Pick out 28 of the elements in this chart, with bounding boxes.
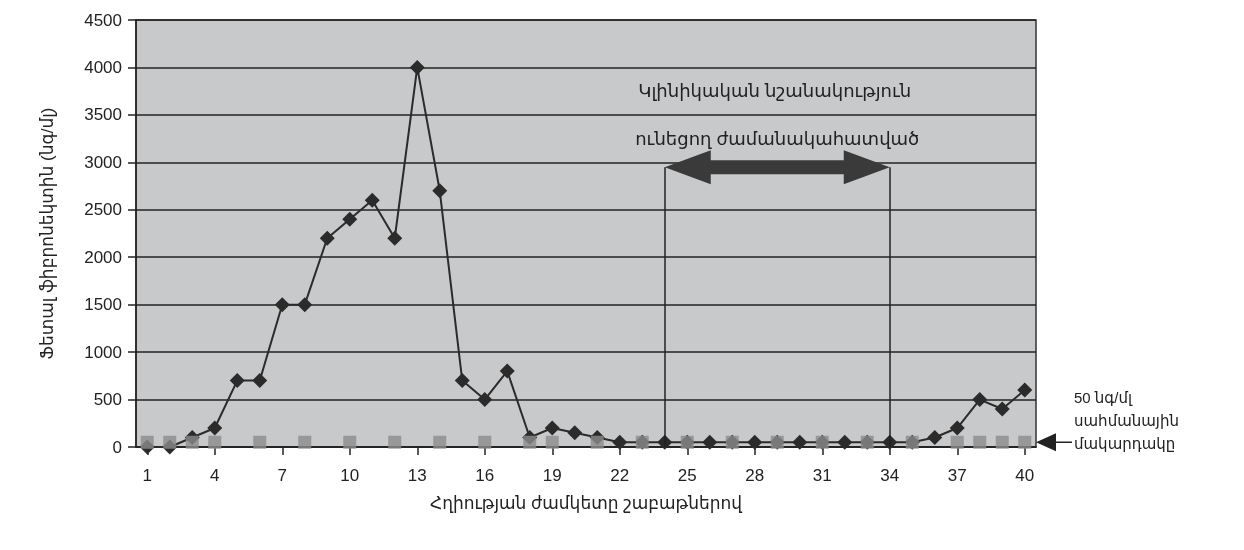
x-tick-label: 10 [340, 466, 360, 485]
y-axis-title: Ֆետալ ֆիբրոնեկտին (նգ/մլ) [38, 107, 57, 360]
text: Կլինիկական նշանակություն ունեցող ժամանակահատված [635, 81, 920, 149]
x-tick-label: 13 [407, 466, 427, 485]
x-axis-title: Հղիության ժամկետը շաբաթներով [429, 494, 743, 513]
y-tick-label: 2500 [84, 200, 122, 220]
y-tick-label: 4500 [84, 10, 122, 30]
x-tick-label: 19 [542, 466, 562, 485]
y-tick-label: 3000 [84, 152, 122, 172]
x-tick-label: 28 [745, 466, 765, 485]
x-tick-label: 34 [880, 466, 900, 485]
y-tick-label: 500 [93, 390, 122, 410]
x-tick-label: 31 [812, 466, 832, 485]
x-tick-label: 22 [610, 466, 630, 485]
y-tick-label: 1000 [84, 342, 122, 362]
x-tick-label: 7 [277, 466, 287, 485]
x-tick-label: 4 [210, 466, 220, 485]
y-tick-label: 1500 [84, 295, 122, 315]
y-tick-label: 3500 [84, 105, 122, 125]
x-tick-label: 40 [1015, 466, 1035, 485]
y-tick-label: 4000 [84, 57, 122, 77]
x-tick-label: 1 [142, 466, 152, 485]
x-tick-label: 25 [677, 466, 697, 485]
y-tick-label: 0 [112, 437, 122, 457]
x-tick-label: 37 [947, 466, 967, 485]
y-tick-label: 2000 [84, 247, 122, 267]
x-tick-label: 16 [475, 466, 495, 485]
text: 50 նգ/մլ սահմանային մակարդակը [1074, 388, 1184, 452]
